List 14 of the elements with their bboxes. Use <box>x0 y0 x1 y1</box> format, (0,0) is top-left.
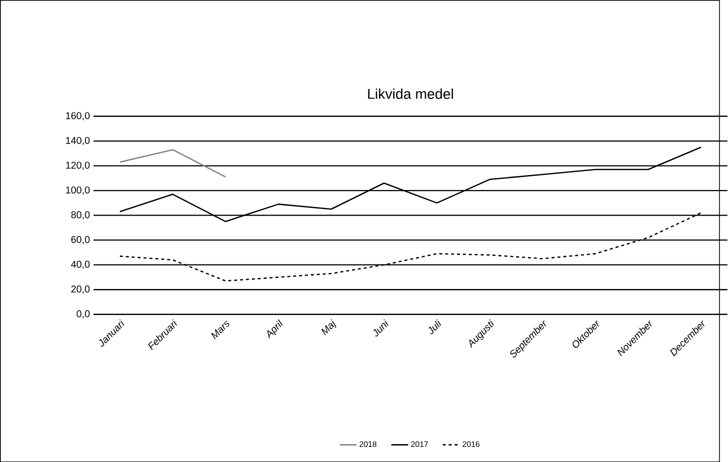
x-tick-label: Juli <box>428 318 442 334</box>
y-tick-label: 80,0 <box>71 211 90 220</box>
line-series <box>119 212 702 282</box>
chart-title: Likvida medel <box>368 88 453 99</box>
y-tick-label: 160,0 <box>66 112 90 120</box>
y-tick-label: 100,0 <box>66 186 90 194</box>
x-tick-label: Maj <box>321 318 336 336</box>
line-series <box>119 146 702 222</box>
y-tick-label: 40,0 <box>71 260 90 269</box>
y-tick-label: 20,0 <box>71 285 90 294</box>
y-tick-label: 0,0 <box>76 310 90 318</box>
y-tick-label: 120,0 <box>66 162 90 170</box>
y-tick-label: 60,0 <box>71 236 90 244</box>
y-tick-label: 140,0 <box>66 136 90 145</box>
